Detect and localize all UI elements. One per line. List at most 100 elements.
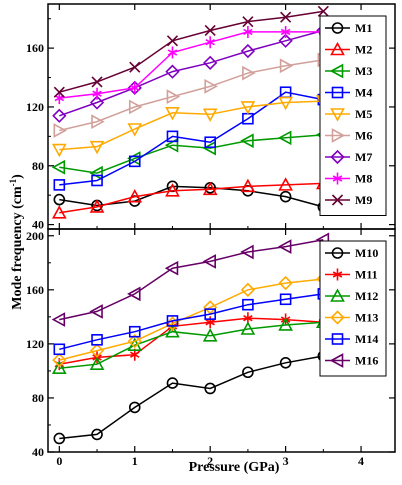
x-tick-label: 2 (207, 454, 213, 468)
series-line (59, 31, 324, 99)
legend-item: M4 (325, 86, 372, 100)
data-point (53, 86, 65, 98)
legend-label: M5 (355, 107, 372, 121)
series-line (59, 100, 324, 151)
series-M13 (52, 271, 331, 368)
legend-item: M9 (325, 193, 372, 207)
data-point (242, 298, 254, 311)
legend-label: M9 (355, 193, 372, 207)
data-point (240, 244, 254, 260)
data-point (278, 33, 293, 48)
legend-marker (331, 333, 344, 345)
data-point (89, 356, 105, 370)
data-point (127, 123, 143, 137)
x-tick-label: 0 (56, 454, 62, 468)
data-point (240, 43, 256, 59)
data-point (130, 81, 140, 94)
data-point (278, 96, 293, 111)
legend-item: M14 (325, 332, 378, 346)
y-axis-title-unit-exponent: -1 (8, 178, 18, 186)
data-point (202, 108, 218, 122)
data-point (240, 321, 256, 335)
data-point (92, 87, 102, 100)
legend-frame (319, 15, 387, 216)
data-point (166, 315, 179, 327)
data-point (127, 334, 142, 349)
series-M12 (51, 314, 331, 375)
panel-2: 40 80 120 160 200 0 1 2 3 4 M10 M11 M12 M13 M14 M16 (26, 228, 396, 468)
y-axis: 40 80 120 160 200 (26, 229, 395, 459)
data-point (279, 58, 294, 74)
legend-label: M11 (355, 268, 378, 282)
legend-label: M6 (355, 129, 372, 143)
data-point (53, 193, 66, 206)
y-tick-label: 160 (26, 41, 44, 55)
y-axis-title-main: Mode frequency (cm (10, 186, 25, 310)
y-tick-label: 120 (26, 337, 44, 351)
legend-marker (330, 108, 345, 122)
data-point (127, 286, 141, 302)
data-point (89, 343, 105, 358)
data-point (129, 61, 141, 73)
legend-marker (331, 86, 344, 99)
data-point (165, 107, 180, 121)
data-point (280, 11, 292, 23)
legend-marker (330, 149, 345, 165)
data-point (202, 181, 218, 196)
legend-label: M1 (355, 21, 372, 35)
x-tick-label: 4 (358, 454, 364, 468)
data-point (128, 325, 141, 338)
series-M10 (53, 350, 330, 445)
legend-label: M3 (355, 64, 372, 78)
data-point (204, 79, 218, 94)
data-point (278, 177, 293, 191)
data-point (278, 275, 293, 291)
y-tick-label: 160 (26, 283, 44, 297)
x-axis: 0 1 2 3 4 (56, 229, 364, 468)
data-point (128, 401, 141, 414)
data-point (165, 324, 180, 338)
legend-item: M5 (325, 107, 372, 122)
legend-item: M8 (325, 172, 372, 186)
legend-marker (331, 194, 344, 206)
data-point (164, 260, 179, 276)
data-point (91, 334, 103, 346)
legend-item: M3 (325, 63, 372, 79)
data-point (167, 46, 178, 59)
data-point (51, 205, 67, 219)
series-M16 (51, 232, 330, 327)
data-point (240, 282, 256, 297)
legend-item: M6 (325, 128, 372, 143)
data-point (205, 36, 215, 49)
legend-item: M10 (325, 246, 378, 260)
legend-marker (332, 172, 343, 185)
data-point (166, 35, 179, 47)
series-line (59, 321, 324, 369)
data-point (128, 99, 143, 115)
data-point (243, 25, 253, 38)
data-point (91, 76, 103, 88)
legend-marker (332, 268, 343, 281)
data-point (54, 92, 65, 105)
series-line (59, 29, 324, 117)
x-axis (58, 4, 362, 229)
series-line (59, 91, 324, 186)
data-point (280, 25, 291, 38)
legend-item: M7 (325, 149, 372, 165)
series-line (59, 10, 324, 93)
data-point (205, 316, 215, 329)
data-point (127, 188, 143, 203)
y-tick-label: 40 (32, 218, 44, 232)
data-point (53, 123, 67, 138)
legend: M1 M2 M3 M4 M5 M6 M7 M8 M9 (319, 15, 387, 216)
legend-label: M2 (355, 43, 372, 57)
y-tick-label: 80 (32, 159, 44, 173)
series-line (59, 293, 324, 351)
data-point (165, 64, 180, 79)
data-point (278, 317, 293, 331)
legend-marker (331, 247, 344, 259)
data-point (165, 183, 180, 197)
legend-item: M11 (325, 268, 378, 282)
data-point (89, 95, 105, 110)
data-point (128, 155, 141, 168)
